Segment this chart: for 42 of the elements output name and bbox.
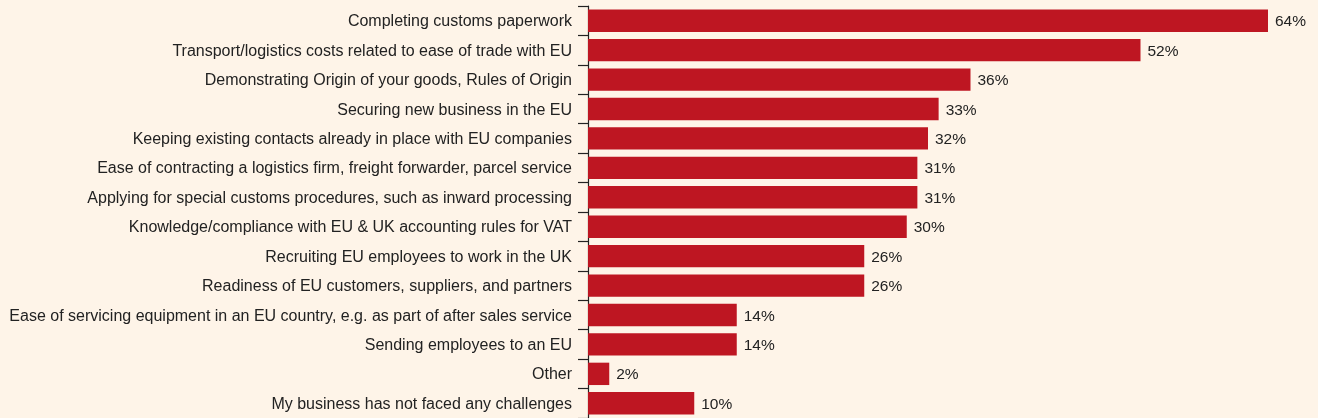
data-label: 33%	[945, 100, 977, 118]
data-label: 26%	[871, 247, 903, 265]
data-label: 30%	[913, 218, 945, 236]
y-tick-label: Sending employees to an EU	[364, 335, 572, 353]
bar	[588, 392, 695, 415]
data-label: 14%	[743, 306, 775, 324]
data-label: 2%	[616, 365, 639, 383]
y-tick-label: Readiness of EU customers, suppliers, and partners	[202, 277, 572, 295]
bar	[588, 38, 1141, 62]
data-label: 31%	[924, 159, 956, 177]
y-tick-label: Applying for special customs procedures, such as inward processing	[87, 188, 572, 206]
bar	[588, 362, 610, 386]
bar	[588, 156, 918, 180]
bar	[588, 333, 737, 356]
data-label: 32%	[935, 129, 967, 147]
bar	[588, 68, 971, 91]
bar	[588, 186, 918, 209]
bar	[588, 215, 907, 238]
y-tick-label: Securing new business in the EU	[337, 100, 572, 118]
bar	[588, 303, 737, 327]
y-tick-label: Transport/logistics costs related to ease of trade with EU	[172, 41, 572, 59]
y-tick-label: Other	[531, 365, 573, 383]
data-label: 64%	[1275, 12, 1307, 30]
y-tick-label: Keeping existing contacts already in place with EU companies	[132, 129, 572, 147]
y-tick-label: My business has not faced any challenges	[271, 394, 572, 412]
y-tick-label: Ease of contracting a logistics firm, freight forwarder, parcel service	[97, 159, 573, 177]
data-label: 52%	[1147, 41, 1179, 59]
y-tick-label: Recruiting EU employees to work in the UK	[265, 247, 573, 265]
data-label: 14%	[743, 335, 775, 353]
bar	[588, 274, 865, 297]
bar	[588, 9, 1268, 32]
bar	[588, 244, 865, 268]
data-label: 26%	[871, 277, 903, 295]
data-label: 10%	[701, 394, 733, 412]
bar	[588, 97, 939, 121]
y-tick-label: Ease of servicing equipment in an EU country, e.g. as part of after sales service	[9, 306, 573, 324]
data-label: 36%	[977, 71, 1009, 89]
y-tick-label: Completing customs paperwork	[347, 12, 573, 30]
bar	[588, 127, 928, 150]
y-tick-label: Demonstrating Origin of your goods, Rules of Origin	[204, 71, 572, 89]
y-tick-label: Knowledge/compliance with EU & UK accounting rules for VAT	[128, 218, 573, 236]
data-label: 31%	[924, 188, 956, 206]
